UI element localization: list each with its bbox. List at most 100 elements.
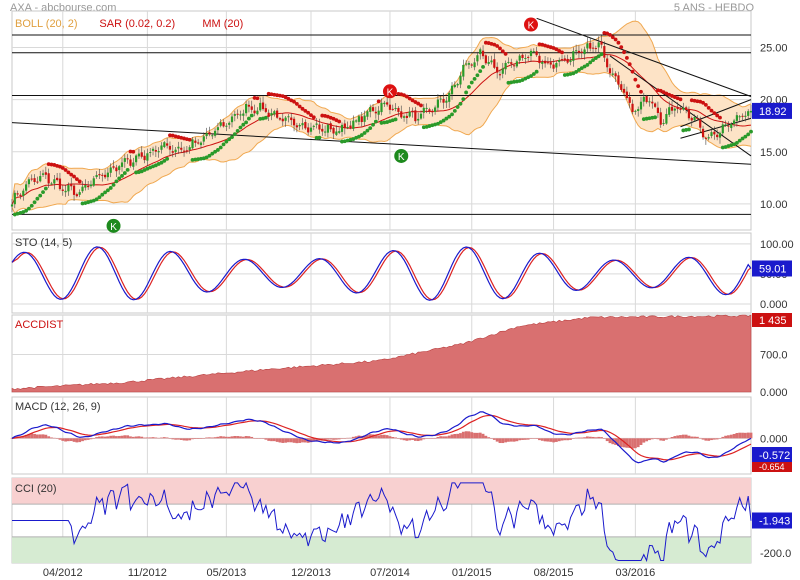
macd-histogram-bar (546, 438, 550, 442)
candle-body (699, 119, 702, 128)
candle-body (704, 137, 707, 139)
candle-body (307, 127, 310, 133)
macd-histogram-bar (476, 432, 479, 439)
sar-dot-up (41, 190, 45, 194)
sar-dot-up (207, 153, 212, 158)
sto-tick-label: 100.00 (760, 239, 794, 251)
candle-body (476, 55, 479, 62)
macd-histogram-bar (597, 436, 601, 439)
sar-dot-down (266, 91, 271, 96)
macd-histogram-bar (185, 438, 189, 441)
macd-histogram-bar (419, 438, 423, 441)
sar-dot-up (117, 176, 122, 181)
candle-body (518, 55, 521, 61)
candle-body (197, 142, 200, 144)
sell-signal-marker (382, 84, 397, 99)
candle-body (13, 192, 16, 205)
macd-histogram-bar (693, 436, 696, 439)
sar-dot-up (452, 108, 457, 113)
candle-body (391, 108, 394, 110)
macd-histogram-bar (712, 438, 716, 440)
sar-dot-down (498, 46, 502, 51)
candle-body (185, 150, 188, 152)
macd-histogram-bar (560, 438, 564, 441)
macd-histogram-bar (162, 437, 166, 439)
sar-dot-up (591, 58, 595, 63)
macd-histogram-bar (704, 438, 708, 441)
sar-dot-down (692, 98, 697, 103)
sar-dot-down (616, 40, 621, 45)
candle-body (44, 172, 47, 175)
candle-body (41, 173, 45, 175)
x-axis-label: 01/2015 (452, 567, 492, 579)
sar-dot-up (467, 85, 471, 89)
sar-dot-up (263, 115, 268, 120)
sar-dot-down (410, 98, 415, 103)
candle-body (242, 113, 245, 116)
candle-body (225, 125, 228, 127)
sto-tick-label: 0.000 (760, 299, 788, 311)
candle-body (360, 116, 363, 123)
sar-dot-down (331, 116, 336, 121)
sar-dot-down (289, 98, 294, 103)
candle-body (352, 120, 355, 129)
sar-dot-down (74, 177, 79, 182)
sar-dot-up (464, 90, 469, 95)
macd-histogram-bar (171, 438, 175, 440)
sar-dot-up (444, 116, 449, 121)
trend-line (11, 122, 752, 165)
macd-histogram-bar (312, 438, 316, 442)
candle-body (267, 112, 270, 117)
candle-body (177, 146, 180, 149)
candle-body (219, 122, 222, 126)
macd-histogram-bar (114, 436, 118, 439)
macd-histogram-bar (151, 437, 155, 439)
sar-dot-up (514, 79, 519, 84)
candle-body (256, 110, 259, 115)
sar-dot-up (681, 128, 686, 133)
candle-body (92, 178, 95, 186)
sar-dot-up (579, 66, 584, 71)
sar-dot-up (653, 115, 657, 120)
sar-dot-up (314, 136, 319, 140)
macd-histogram-bar (354, 436, 358, 439)
sar-dot-down (503, 52, 508, 56)
macd-histogram-bar (580, 437, 584, 439)
macd-histogram-bar (523, 438, 527, 440)
candle-body (61, 189, 64, 191)
sto-last-value: 59.01 (759, 263, 787, 275)
sar-dot-up (213, 149, 217, 154)
candle-body (160, 145, 163, 150)
candle-body (631, 103, 634, 113)
candle-body (549, 62, 552, 65)
candle-body (453, 84, 456, 87)
macd-signal-line (11, 414, 752, 461)
macd-histogram-bar (518, 438, 522, 441)
macd-histogram-bar (75, 438, 79, 443)
candle-body (493, 59, 496, 68)
candle-body (261, 102, 265, 110)
macd-histogram-bar (591, 436, 595, 439)
sar-dot-up (114, 179, 119, 184)
sar-dot-up (574, 70, 579, 74)
macd-histogram-bar (425, 438, 429, 439)
candle-body (735, 115, 738, 121)
macd-histogram-bar (608, 438, 612, 444)
candle-body (527, 56, 530, 58)
sar-dot-up (472, 76, 477, 81)
macd-histogram-bar (47, 436, 51, 439)
signal-marker-label: K (398, 152, 405, 163)
sar-dot-down (77, 179, 82, 184)
sar-dot-down (613, 37, 618, 42)
sar-dot-down (619, 45, 624, 50)
sar-dot-down (554, 47, 559, 52)
macd-histogram-bar (109, 435, 113, 439)
sar-dot-up (732, 142, 736, 147)
price-tick-label: 10.00 (760, 199, 788, 211)
candle-body (724, 124, 727, 126)
candle-body (653, 103, 657, 107)
sar-dot-up (481, 65, 485, 69)
macd-signal-value: -0.654 (759, 462, 785, 472)
macd-histogram-bar (718, 438, 722, 439)
